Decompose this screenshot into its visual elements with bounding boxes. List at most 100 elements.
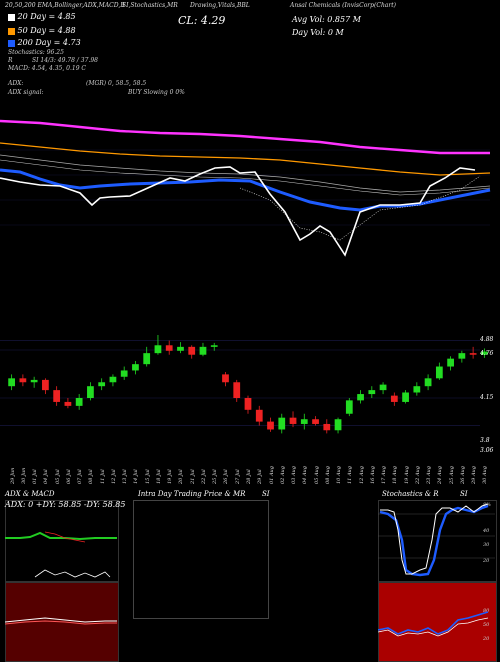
adx-signal-label: ADX signal: xyxy=(8,89,44,96)
candle-body xyxy=(30,379,38,383)
candle-body xyxy=(53,390,61,402)
candle-body xyxy=(390,395,398,402)
date-tick-label: 04 Aug xyxy=(302,466,309,484)
date-tick-label: 24 Aug xyxy=(437,466,444,484)
date-tick-label: 29 Aug xyxy=(471,466,478,484)
rsi-axis-label: 80 xyxy=(483,608,490,614)
candle-body xyxy=(120,370,128,377)
date-tick-label: 30 Jun xyxy=(20,467,27,484)
candle-body xyxy=(143,353,151,365)
candle-body xyxy=(177,346,184,351)
ema50-legend: 50 Day = 4.88 xyxy=(8,26,76,35)
close-price: CL: 4.29 xyxy=(178,14,226,27)
adx-values: (MGR) 0, 58.5, 58.5 xyxy=(86,80,147,87)
date-tick-label: 06 Jul xyxy=(65,469,72,484)
candle-body xyxy=(42,379,49,391)
date-tick-label: 25 Jul xyxy=(212,469,219,484)
intraday-title: Intra Day Trading Price & MR xyxy=(138,490,246,498)
ema20-line xyxy=(0,166,476,257)
candle-body xyxy=(165,345,173,351)
date-tick-label: 28 Jul xyxy=(246,469,252,484)
date-tick-label: 22 Aug xyxy=(414,466,421,484)
candle-body xyxy=(312,419,319,424)
stoch-axis-label: 30 xyxy=(483,542,490,548)
price-axis-label: 4.88 xyxy=(480,336,494,343)
date-tick-label: 08 Jul xyxy=(88,469,95,484)
candle-body xyxy=(267,421,274,430)
candle-body xyxy=(357,394,364,401)
date-tick-label: 05 Jul xyxy=(54,469,61,484)
candle-body xyxy=(424,378,432,387)
ema200-line xyxy=(0,168,491,212)
date-tick-label: 30 Aug xyxy=(482,466,489,484)
ema20-legend: 20 Day = 4.85 xyxy=(8,12,76,21)
date-tick-label: 21 Jul xyxy=(189,469,196,484)
candle-body xyxy=(255,409,263,422)
candle-body xyxy=(109,376,117,383)
stoch-axis-label: 40 xyxy=(483,528,490,534)
macd-value: MACD: 4.54, 4.35, 0.19 C xyxy=(8,65,87,72)
candle-body xyxy=(402,392,409,402)
date-tick-label: 29 Jun xyxy=(9,467,16,484)
rsi-value: SI 14/3: 49.78 / 37.98 xyxy=(32,57,98,64)
candle-body xyxy=(87,386,94,398)
date-tick-label: 23 Aug xyxy=(426,466,433,484)
ema200-legend: 200 Day = 4.73 xyxy=(8,38,81,47)
date-tick-label: 26 Aug xyxy=(459,466,466,484)
signal-line xyxy=(239,175,481,241)
date-tick-label: 18 Aug xyxy=(392,466,399,484)
date-tick-label: 10 Aug xyxy=(336,466,343,484)
ema-mid-line xyxy=(0,159,491,196)
avg-volume: Avg Vol: 0.857 M xyxy=(292,15,361,24)
candle-body xyxy=(19,378,27,383)
price-axis-label: 4.15 xyxy=(480,394,494,401)
candle-body xyxy=(154,345,162,354)
candle-body xyxy=(480,351,488,355)
rsi-axis-label: 20 xyxy=(483,636,490,642)
candle-body xyxy=(300,419,308,424)
date-tick-label: 13 Jul xyxy=(122,469,129,484)
chart-title: Ansal Chemicals (InvisCorp(Chart) xyxy=(290,2,397,9)
candle-body xyxy=(458,353,466,359)
date-tick-label: 25 Aug xyxy=(448,466,455,484)
candle-body xyxy=(8,378,16,387)
candle-body xyxy=(64,401,72,406)
adx-label: ADX: xyxy=(8,80,24,87)
header-indicators: 20,50,200 EMA,Bollinger,ADX,MACD,B xyxy=(5,2,125,9)
candle-body xyxy=(188,346,196,355)
date-tick-label: 01 Jul xyxy=(32,469,39,484)
date-tick-label: 04 Jul xyxy=(43,469,50,484)
price-chart xyxy=(0,119,491,434)
header-indicators-3: Drawing,Vitals,BBL xyxy=(190,2,250,9)
candle-body xyxy=(413,386,421,393)
bollinger-upper-line xyxy=(0,119,490,155)
candle-body xyxy=(244,398,252,410)
intraday-panel xyxy=(133,500,269,619)
header-indicators-2: SI,Stochastics,MR xyxy=(122,2,178,9)
date-tick-label: 12 Aug xyxy=(358,466,365,484)
date-tick-label: 11 Aug xyxy=(347,466,354,484)
date-tick-label: 27 Jul xyxy=(234,469,241,484)
date-tick-label: 07 Jul xyxy=(77,469,84,484)
date-tick-label: 29 Jul xyxy=(257,469,264,484)
candle-body xyxy=(278,417,286,430)
date-axis: 29 Jun 30 Jun 01 Jul 04 Jul 05 Jul 06 Jul 07 J… xyxy=(0,460,500,490)
candle-body xyxy=(222,374,229,383)
candle-body xyxy=(132,364,139,371)
candle-body xyxy=(469,353,477,355)
stoch-axis-label: 20 xyxy=(483,558,490,564)
r-label: R xyxy=(8,57,13,64)
buy-selling: BUY Slowing 0 0% xyxy=(128,89,185,96)
candle-body xyxy=(210,345,218,347)
candle-body xyxy=(345,400,353,414)
date-tick-label: 20 Jul xyxy=(178,469,185,484)
date-tick-label: 26 Jul xyxy=(223,469,230,484)
stoch-axis-label: 8% xyxy=(483,502,491,508)
date-tick-label: 14 Jul xyxy=(133,469,140,484)
candle-body xyxy=(199,346,207,355)
candle-body xyxy=(334,419,342,431)
stoch-rsi-lines xyxy=(378,503,495,637)
date-tick-label: 12 Jul xyxy=(110,469,117,484)
date-tick-label: 01 Aug xyxy=(268,466,275,484)
day-volume: Day Vol: 0 M xyxy=(292,28,344,37)
